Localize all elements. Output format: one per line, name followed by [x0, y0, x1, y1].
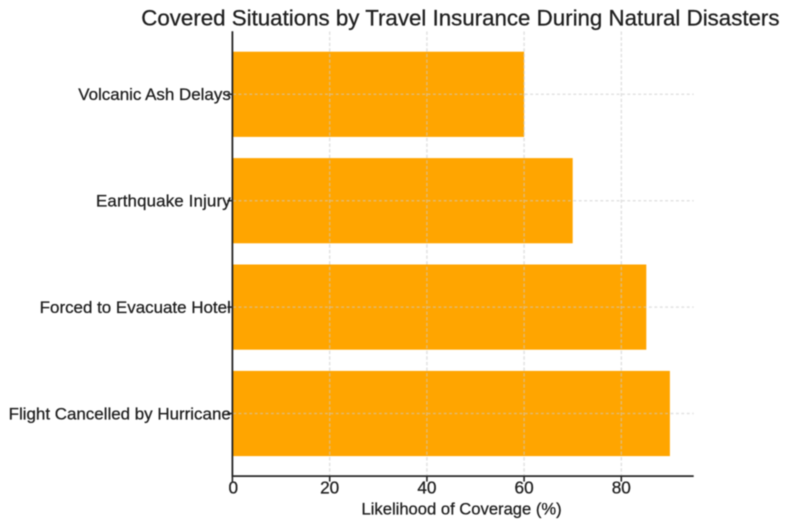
- svg-text:60: 60: [515, 478, 534, 498]
- svg-text:20: 20: [320, 478, 339, 498]
- svg-text:40: 40: [417, 478, 436, 498]
- svg-text:Forced to Evacuate Hotel: Forced to Evacuate Hotel: [40, 298, 231, 317]
- svg-text:Volcanic Ash Delays: Volcanic Ash Delays: [78, 85, 231, 104]
- svg-text:80: 80: [612, 478, 631, 498]
- svg-text:0: 0: [229, 478, 239, 498]
- svg-text:Likelihood of Coverage (%): Likelihood of Coverage (%): [362, 499, 562, 518]
- svg-text:Flight Cancelled by Hurricane: Flight Cancelled by Hurricane: [9, 404, 231, 423]
- svg-text:Earthquake Injury: Earthquake Injury: [96, 192, 231, 211]
- svg-text:Covered Situations by Travel I: Covered Situations by Travel Insurance D…: [141, 6, 779, 31]
